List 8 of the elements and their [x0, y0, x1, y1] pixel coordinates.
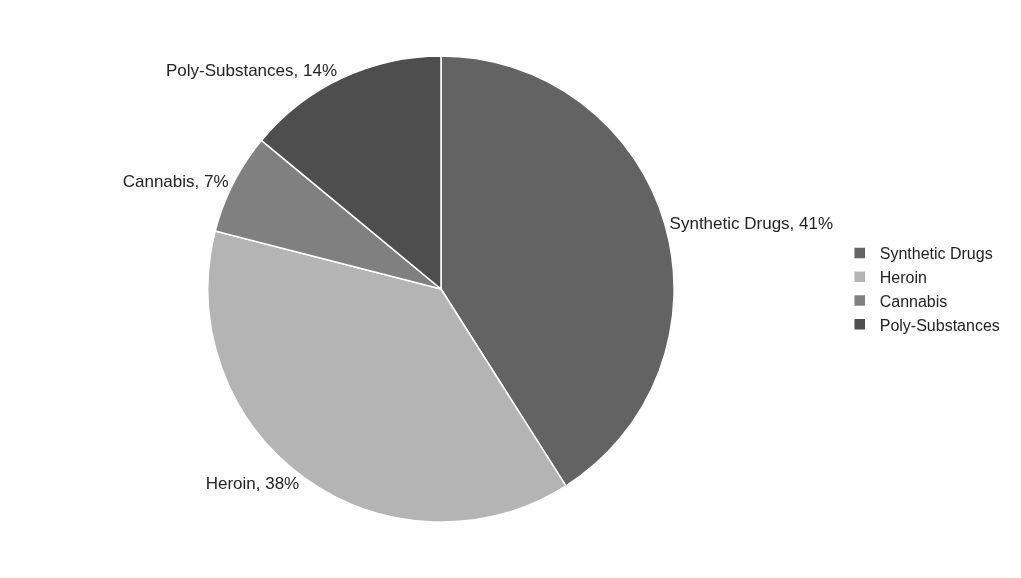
legend-label: Heroin — [879, 268, 927, 286]
legend-label: Synthetic Drugs — [879, 245, 993, 263]
data-label: Cannabis, 7% — [122, 171, 229, 191]
data-label: Heroin, 38% — [205, 474, 300, 494]
data-label: Poly-Substances, 14% — [165, 60, 337, 80]
data-label: Synthetic Drugs, 41% — [669, 213, 834, 233]
legend-label: Poly-Substances — [879, 316, 1000, 334]
legend-label: Cannabis — [879, 292, 948, 310]
